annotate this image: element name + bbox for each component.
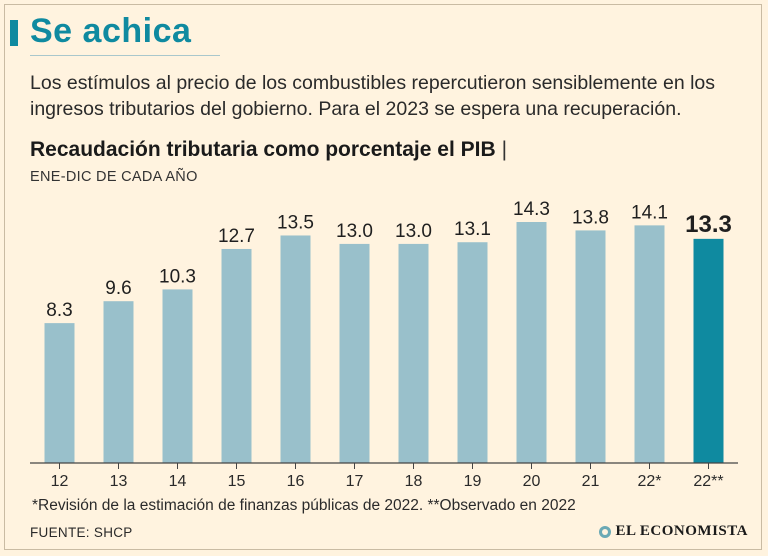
bar-13 (103, 301, 134, 463)
chart-title-text: Recaudación tributaria como porcentaje e… (30, 138, 496, 161)
bar-15 (221, 248, 252, 463)
title-underline (30, 55, 220, 56)
x-tick-label: 19 (464, 473, 482, 490)
x-tick-label: 22* (637, 473, 661, 490)
x-tick-label: 20 (523, 473, 541, 490)
bar-22* (634, 225, 665, 463)
chart-title-separator: | (501, 138, 508, 161)
bar-14 (162, 289, 193, 463)
title-accent-bar (10, 20, 18, 46)
bar-value-label: 8.3 (46, 300, 72, 321)
bar-22** (693, 238, 724, 463)
chart-title: Recaudación tributaria como porcentaje e… (30, 138, 507, 162)
brand-text: EL ECONOMISTA (615, 523, 748, 539)
source-label: FUENTE: SHCP (30, 525, 133, 540)
bar-17 (339, 243, 370, 463)
x-tick-label: 22** (693, 473, 723, 490)
bar-value-label: 12.7 (218, 226, 255, 247)
x-tick-label: 21 (582, 473, 600, 490)
footnote: *Revisión de la estimación de finanzas p… (32, 497, 576, 514)
bar-12 (44, 323, 75, 463)
bar-19 (457, 242, 488, 463)
bar-value-label: 13.0 (336, 221, 373, 242)
x-tick-label: 14 (169, 473, 187, 490)
x-tick-label: 17 (346, 473, 364, 490)
bar-value-label: 13.0 (395, 221, 432, 242)
bar-value-label: 10.3 (159, 266, 196, 287)
bar-value-label: 13.8 (572, 207, 609, 228)
frame-border (4, 4, 762, 550)
bar-value-label: 9.6 (105, 278, 131, 299)
bar-20 (516, 222, 547, 463)
page-title: Se achica (30, 12, 192, 50)
bar-value-label: 14.3 (513, 199, 550, 220)
x-tick-label: 15 (228, 473, 246, 490)
subtitle: Los estímulos al precio de los combustib… (30, 72, 716, 120)
brand-logo: EL ECONOMISTA (598, 523, 749, 540)
bar-value-label: 13.3 (685, 211, 732, 238)
brand-icon (598, 525, 611, 538)
bar-value-label: 13.1 (454, 219, 491, 240)
x-tick-label: 18 (405, 473, 423, 490)
bar-16 (280, 235, 311, 463)
x-tick-label: 13 (110, 473, 128, 490)
bar-value-label: 13.5 (277, 212, 314, 233)
x-tick-label: 12 (51, 473, 69, 490)
x-tick-label: 16 (287, 473, 305, 490)
chart-subtitle: ENE-DIC DE CADA AÑO (30, 169, 198, 185)
bar-value-label: 14.1 (631, 202, 668, 223)
bar-18 (398, 243, 429, 463)
bar-21 (575, 230, 606, 463)
